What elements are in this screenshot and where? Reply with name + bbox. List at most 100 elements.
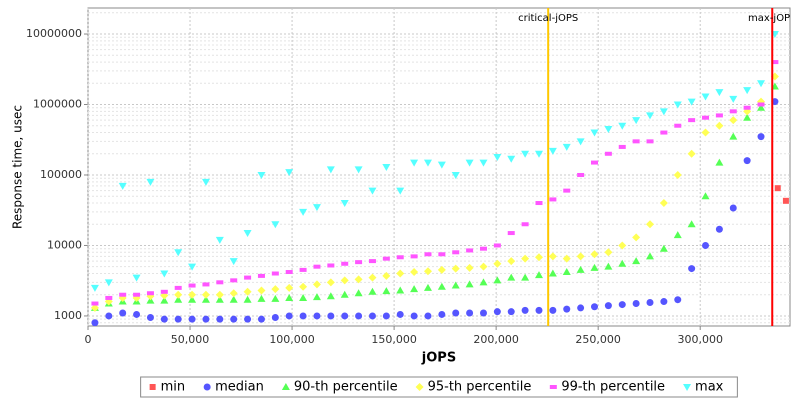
point <box>146 314 154 322</box>
point <box>493 243 501 248</box>
point <box>118 182 127 190</box>
x-tick-label: 250,000 <box>575 333 621 346</box>
point <box>244 315 252 323</box>
point <box>174 315 182 323</box>
point <box>604 151 612 156</box>
x-tick-label: 0 <box>85 333 92 346</box>
point <box>230 278 238 283</box>
legend-box <box>140 376 738 398</box>
point <box>729 95 738 103</box>
point <box>355 260 363 265</box>
point <box>507 155 516 163</box>
point <box>91 319 99 326</box>
point <box>312 204 321 212</box>
point <box>341 312 349 320</box>
point <box>534 253 543 262</box>
point <box>549 306 557 314</box>
y-tick-label: 1000 <box>54 309 82 322</box>
legend-label: max <box>695 380 724 395</box>
point <box>646 299 654 307</box>
point <box>188 263 197 271</box>
legend-marker <box>549 385 557 389</box>
point <box>702 241 710 249</box>
point <box>743 157 751 165</box>
point <box>465 159 474 167</box>
legend-marker <box>415 383 424 391</box>
legend-item: 90-th percentile <box>281 380 398 395</box>
point <box>701 192 710 200</box>
point <box>160 270 169 278</box>
point <box>673 231 682 239</box>
point <box>673 170 682 179</box>
point <box>493 308 501 316</box>
point <box>299 267 307 272</box>
point <box>590 250 599 259</box>
point <box>146 291 154 296</box>
point <box>133 292 141 297</box>
point <box>534 150 543 158</box>
plot-area <box>87 7 791 327</box>
point <box>479 159 488 167</box>
y-tick-label: 10000 <box>47 238 82 251</box>
point <box>757 103 766 111</box>
point <box>493 153 502 161</box>
point <box>590 129 599 137</box>
point <box>774 185 781 192</box>
point <box>243 295 252 303</box>
point <box>618 122 627 130</box>
point <box>354 275 363 284</box>
point <box>188 315 196 323</box>
point <box>729 132 738 140</box>
point <box>104 279 113 287</box>
point <box>479 262 488 271</box>
point <box>327 263 335 268</box>
point <box>757 80 766 88</box>
legend-item: 99-th percentile <box>549 380 665 395</box>
point <box>216 315 224 323</box>
point <box>451 281 460 289</box>
point <box>382 312 390 320</box>
point <box>285 312 293 320</box>
point <box>521 150 530 158</box>
point <box>646 112 655 120</box>
point <box>327 312 335 320</box>
point <box>424 252 432 257</box>
point <box>313 312 321 320</box>
point <box>174 249 183 257</box>
point <box>160 315 168 323</box>
point <box>423 267 432 276</box>
point <box>493 259 502 268</box>
point <box>688 265 696 273</box>
point <box>368 187 377 195</box>
point <box>326 292 335 300</box>
legend-item: 95-th percentile <box>415 380 531 395</box>
point <box>368 312 376 320</box>
point <box>659 199 668 208</box>
point <box>591 160 599 165</box>
point <box>271 294 280 302</box>
point <box>562 143 571 151</box>
x-tick-label: 300,000 <box>677 333 723 346</box>
point <box>174 285 182 290</box>
point <box>215 290 224 299</box>
point <box>687 149 696 158</box>
point <box>257 315 265 323</box>
point <box>549 197 557 202</box>
point <box>382 271 391 280</box>
legend-item: max <box>683 380 724 395</box>
point <box>132 274 141 282</box>
point <box>271 285 280 294</box>
point <box>354 166 363 174</box>
point <box>757 133 765 141</box>
point <box>368 273 377 282</box>
point <box>701 93 710 101</box>
point <box>646 139 654 144</box>
point <box>423 159 432 167</box>
point <box>687 98 696 106</box>
point <box>201 290 210 299</box>
point <box>340 276 349 285</box>
point <box>702 115 710 120</box>
point <box>674 123 682 128</box>
point <box>479 246 487 251</box>
